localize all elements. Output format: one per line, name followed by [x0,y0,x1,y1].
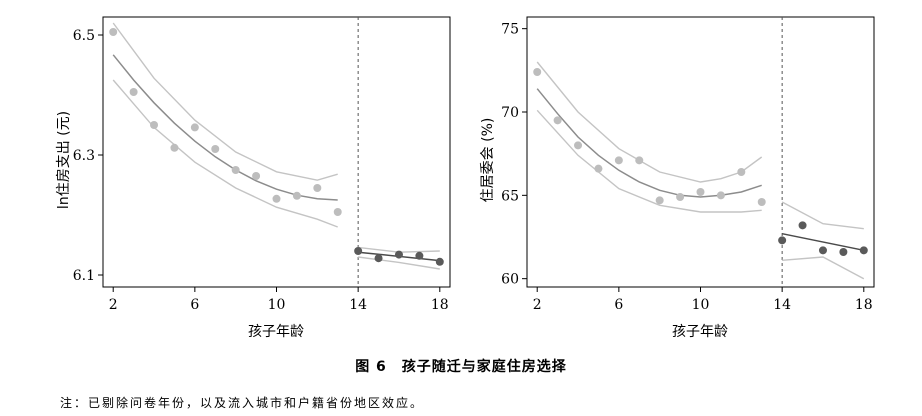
confidence-band-ci-lower-pre [536,109,762,213]
x-tick-label: 14 [773,297,791,313]
plot-frame [102,16,451,288]
data-point-pre [129,88,138,96]
data-point-post [394,250,403,259]
y-tick-label: 70 [501,105,519,121]
data-point-post [839,248,848,256]
data-point-pre [109,28,118,36]
y-tick-label: 60 [501,272,519,288]
fit-line-post [781,232,864,252]
data-point-pre [655,196,664,205]
data-point-post [354,247,363,255]
data-point-post [778,236,787,245]
data-point-pre [533,68,542,76]
data-point-pre [211,145,220,153]
data-point-post [818,246,827,255]
data-point-post [374,254,383,263]
confidence-band-ci-upper-pre [536,61,763,183]
x-tick-label: 18 [431,297,449,313]
data-point-pre [150,121,159,129]
data-point-pre [737,168,746,176]
data-point-pre [333,208,342,216]
data-point-post [415,251,424,260]
data-point-pre [190,123,199,132]
panel-housing-expenditure: 孩子年龄 ln住房支出 (元) 2 6 10 14 18 6.1 6.3 6.5 [56,16,451,340]
data-point-pre [574,141,583,150]
y-tick-label: 75 [501,22,519,38]
y-axis-title: ln住房支出 (元) [56,111,72,209]
confidence-band-ci-lower-post [358,256,440,270]
data-point-pre [696,188,705,196]
panel-residents-committee: 孩子年龄 住居委会 (%) 2 6 10 14 18 60 65 70 75 [480,16,875,340]
data-point-post [435,257,444,266]
figure: 孩子年龄 ln住房支出 (元) 2 6 10 14 18 6.1 6.3 6.5 孩子年龄 住… [56,16,875,340]
x-tick-label: 10 [692,297,710,313]
y-tick-label: 6.5 [73,28,95,44]
x-axis-title: 孩子年龄 [248,324,304,340]
fit-line-pre [536,88,762,198]
data-point-pre [313,184,322,192]
figure-caption: 图 6 孩子随迁与家庭住房选择 [355,359,567,375]
x-tick-label: 14 [349,297,367,313]
data-point-pre [170,143,179,152]
figure-note: 注：已剔除问卷年份，以及流入城市和户籍省份地区效应。 [60,396,425,410]
x-tick-label: 2 [109,297,118,313]
fit-line-pre [112,54,338,201]
x-tick-label: 10 [268,297,286,313]
data-point-pre [594,164,603,173]
x-tick-label: 6 [190,297,199,313]
x-axis-title: 孩子年龄 [672,324,728,340]
data-point-pre [635,156,644,165]
data-point-pre [614,156,623,165]
data-point-pre [716,191,725,200]
y-axis-title: 住居委会 (%) [480,118,496,203]
data-point-pre [272,194,281,203]
data-point-pre [292,191,301,200]
x-tick-label: 2 [533,297,542,313]
confidence-band-ci-upper-pre [112,22,338,181]
y-tick-label: 6.1 [73,268,95,284]
data-point-pre [231,166,240,174]
y-tick-label: 65 [501,188,519,204]
data-point-post [859,246,868,255]
data-point-pre [676,193,685,201]
x-tick-label: 6 [614,297,623,313]
x-tick-label: 18 [855,297,873,313]
confidence-band-ci-upper-post [781,201,864,230]
data-point-pre [553,116,562,125]
data-point-post [798,221,807,230]
confidence-band-ci-lower-post [782,256,865,280]
confidence-band-ci-lower-pre [112,79,338,228]
y-tick-label: 6.3 [73,148,95,164]
data-point-pre [757,198,766,206]
data-point-pre [252,172,261,180]
